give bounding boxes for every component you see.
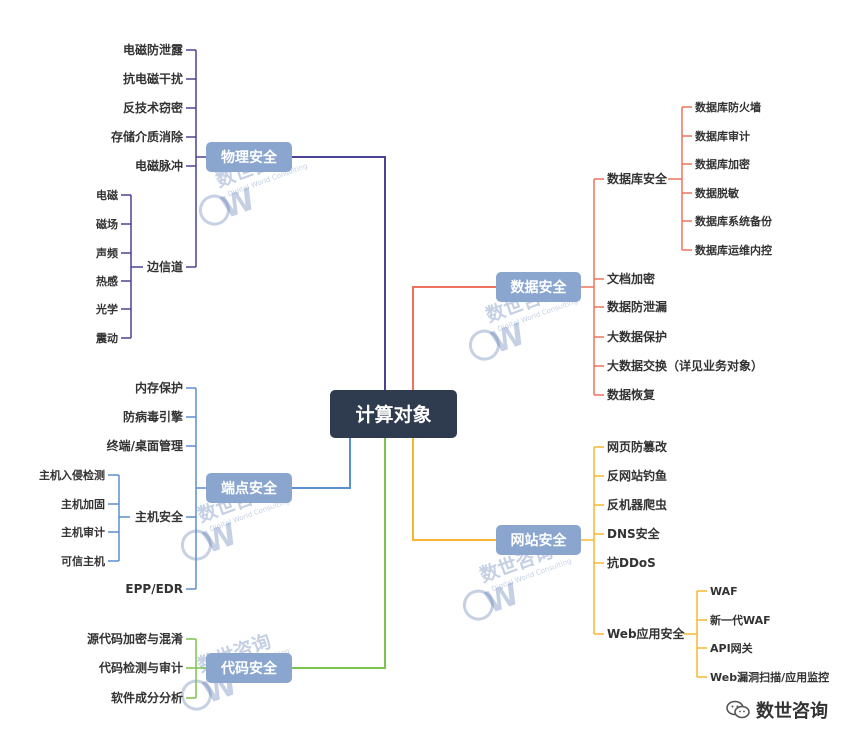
brand-text: 数世咨询 xyxy=(756,701,828,722)
leaf-item[interactable]: 网页防篡改 xyxy=(607,439,668,454)
leaf-item[interactable]: 反技术窃密 xyxy=(123,100,183,115)
leaf-item[interactable]: 数据库系统备份 xyxy=(695,214,773,228)
node-endpoint-label: 端点安全 xyxy=(221,480,278,497)
leaf-item[interactable]: 光学 xyxy=(95,302,118,316)
leaf-item[interactable]: 存储介质消除 xyxy=(110,129,184,144)
root-node[interactable]: 计算对象 xyxy=(330,390,457,438)
leaf-item[interactable]: 电磁防泄露 xyxy=(123,42,184,57)
node-physical-label: 物理安全 xyxy=(221,149,278,166)
leaf-item[interactable]: 电磁脉冲 xyxy=(135,158,183,173)
brand-mark: 数世咨询 xyxy=(726,697,828,723)
node-code[interactable]: 代码安全 xyxy=(206,653,292,683)
leaf-item[interactable]: 边信道 xyxy=(146,259,183,274)
endpoint-lines xyxy=(108,387,206,590)
leaf-item[interactable]: 新一代WAF xyxy=(710,613,771,627)
leaf-item[interactable]: 数据脱敏 xyxy=(695,186,740,200)
node-physical[interactable]: 物理安全 xyxy=(206,142,292,172)
side-channel-items: 电磁 磁场 声频 热感 光学 震动 xyxy=(95,188,118,345)
web-app-security-items: WAF 新一代WAF API网关 Web漏洞扫描/应用监控 xyxy=(710,585,829,684)
leaf-item[interactable]: 软件成分分析 xyxy=(111,690,183,705)
connector-physical xyxy=(292,156,386,390)
leaf-item[interactable]: 数据库安全 xyxy=(607,171,668,186)
leaf-item[interactable]: 主机安全 xyxy=(135,509,184,524)
root-label: 计算对象 xyxy=(355,403,431,426)
leaf-item[interactable]: 数据库审计 xyxy=(695,129,750,143)
leaf-item[interactable]: 反机器爬虫 xyxy=(607,497,667,512)
leaf-item[interactable]: 声频 xyxy=(95,246,118,260)
data-items: 数据库安全 文档加密 数据防泄漏 大数据保护 大数据交换（详见业务对象） 数据恢… xyxy=(607,171,763,402)
leaf-item[interactable]: 主机入侵检测 xyxy=(39,468,105,482)
leaf-item[interactable]: 数据防泄漏 xyxy=(607,299,667,314)
leaf-item[interactable]: 反网站钓鱼 xyxy=(607,468,667,483)
leaf-item[interactable]: DNS安全 xyxy=(607,526,661,541)
host-security-items: 主机入侵检测 主机加固 主机审计 可信主机 xyxy=(39,468,105,568)
node-data-label: 数据安全 xyxy=(511,279,568,296)
leaf-item[interactable]: 数据库防火墙 xyxy=(695,100,761,114)
leaf-item[interactable]: Web应用安全 xyxy=(607,626,686,641)
leaf-item[interactable]: 主机审计 xyxy=(61,525,105,539)
code-items: 源代码加密与混淆 代码检测与审计 软件成分分析 xyxy=(87,631,183,705)
leaf-item[interactable]: WAF xyxy=(710,585,738,598)
connector-data xyxy=(412,286,496,390)
leaf-item[interactable]: 磁场 xyxy=(96,217,118,231)
leaf-item[interactable]: 抗DDoS xyxy=(607,555,656,570)
leaf-item[interactable]: 震动 xyxy=(95,331,118,345)
leaf-item[interactable]: 抗电磁干扰 xyxy=(123,71,183,86)
leaf-item[interactable]: 代码检测与审计 xyxy=(98,660,183,675)
leaf-item[interactable]: 大数据交换（详见业务对象） xyxy=(607,358,763,373)
database-security-items: 数据库防火墙 数据库审计 数据库加密 数据脱敏 数据库系统备份 数据库运维内控 xyxy=(695,100,773,257)
leaf-item[interactable]: 电磁 xyxy=(96,188,118,202)
node-code-label: 代码安全 xyxy=(220,660,278,677)
leaf-item[interactable]: 内存保护 xyxy=(135,380,183,395)
wechat-icon xyxy=(726,700,750,719)
leaf-item[interactable]: Web漏洞扫描/应用监控 xyxy=(710,670,829,684)
leaf-item[interactable]: 源代码加密与混淆 xyxy=(87,631,183,646)
leaf-item[interactable]: 文档加密 xyxy=(607,271,655,286)
node-endpoint[interactable]: 端点安全 xyxy=(206,473,292,503)
web-lines xyxy=(581,446,707,678)
leaf-item[interactable]: 终端/桌面管理 xyxy=(107,438,183,453)
leaf-item[interactable]: 数据库运维内控 xyxy=(695,243,772,257)
leaf-item[interactable]: API网关 xyxy=(710,641,753,655)
endpoint-items: 内存保护 防病毒引擎 终端/桌面管理 主机安全 EPP/EDR xyxy=(107,380,184,596)
physical-items: 电磁防泄露 抗电磁干扰 反技术窃密 存储介质消除 电磁脉冲 边信道 xyxy=(110,42,184,274)
node-web-label: 网站安全 xyxy=(511,532,568,549)
node-data[interactable]: 数据安全 xyxy=(496,272,581,302)
leaf-item[interactable]: 热感 xyxy=(96,274,118,288)
connector-code xyxy=(292,438,386,669)
leaf-item[interactable]: 防病毒引擎 xyxy=(123,409,183,424)
leaf-item[interactable]: 大数据保护 xyxy=(607,329,667,344)
leaf-item[interactable]: 主机加固 xyxy=(61,497,105,511)
connector-web xyxy=(412,438,496,541)
leaf-item[interactable]: EPP/EDR xyxy=(125,582,183,596)
node-web[interactable]: 网站安全 xyxy=(496,525,581,555)
connector-endpoint xyxy=(292,438,351,489)
web-items: 网页防篡改 反网站钓鱼 反机器爬虫 DNS安全 抗DDoS Web应用安全 xyxy=(607,439,686,641)
data-lines xyxy=(581,106,692,396)
leaf-item[interactable]: 数据恢复 xyxy=(607,387,656,402)
physical-lines xyxy=(121,49,206,339)
leaf-item[interactable]: 数据库加密 xyxy=(695,157,750,171)
code-lines xyxy=(186,638,206,699)
leaf-item[interactable]: 可信主机 xyxy=(61,554,105,568)
